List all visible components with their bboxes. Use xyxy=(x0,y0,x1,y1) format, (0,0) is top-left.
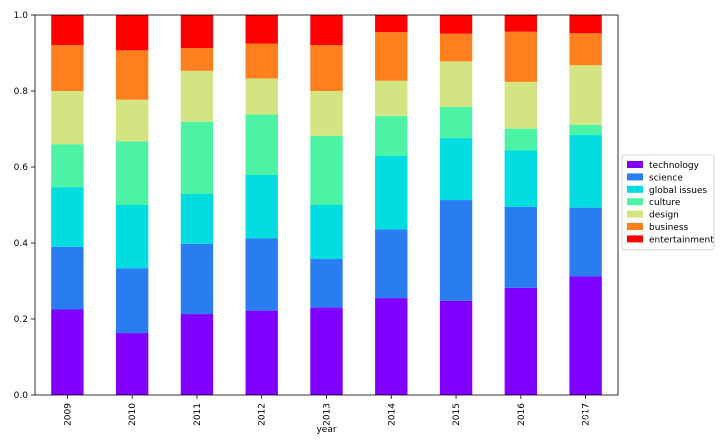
bar-culture-2017 xyxy=(569,124,602,136)
bar-technology-2011 xyxy=(180,314,214,395)
x-tick-label: 2013 xyxy=(323,403,333,426)
y-tick-label: 0.6 xyxy=(14,163,29,173)
bar-business-2011 xyxy=(180,48,214,71)
bar-technology-2012 xyxy=(245,310,278,395)
bar-global-issues-2009 xyxy=(51,187,84,247)
bar-business-2013 xyxy=(310,45,343,91)
y-tick-label: 0.0 xyxy=(14,391,29,401)
bar-technology-2010 xyxy=(115,333,149,395)
bar-science-2013 xyxy=(310,258,343,308)
bar-business-2015 xyxy=(439,33,473,62)
y-tick-label: 0.4 xyxy=(14,239,29,249)
bar-business-2014 xyxy=(375,32,408,81)
legend-swatch-business xyxy=(627,223,643,230)
bar-entertainment-2010 xyxy=(115,15,149,51)
bar-culture-2009 xyxy=(51,144,84,188)
x-axis-label: year xyxy=(316,425,336,435)
y-tick-label: 1.0 xyxy=(14,11,29,21)
bar-technology-2009 xyxy=(51,309,84,395)
y-tick-label: 0.8 xyxy=(14,87,29,97)
bar-science-2012 xyxy=(245,238,278,311)
bar-design-2017 xyxy=(569,65,602,125)
legend-box xyxy=(621,154,715,251)
bar-global-issues-2015 xyxy=(439,138,473,201)
legend-label-design: design xyxy=(649,211,679,221)
legend-label-science: science xyxy=(649,173,683,183)
bar-entertainment-2011 xyxy=(180,15,214,49)
bar-design-2010 xyxy=(115,99,149,142)
bar-design-2015 xyxy=(439,61,473,107)
bar-global-issues-2011 xyxy=(180,193,214,244)
legend: technology science global issues culture des… xyxy=(621,154,715,251)
bar-science-2014 xyxy=(375,229,408,299)
bar-entertainment-2014 xyxy=(375,15,408,33)
bar-global-issues-2016 xyxy=(504,150,538,207)
bar-culture-2011 xyxy=(180,121,214,194)
x-tick-label: 2009 xyxy=(63,403,73,426)
bar-technology-2014 xyxy=(375,298,408,395)
bar-entertainment-2012 xyxy=(245,15,278,44)
bar-design-2013 xyxy=(310,91,343,136)
legend-swatch-technology xyxy=(627,161,643,168)
bar-entertainment-2017 xyxy=(569,15,602,34)
legend-swatch-science xyxy=(627,173,643,181)
bar-culture-2012 xyxy=(245,114,278,175)
bar-global-issues-2014 xyxy=(375,155,408,230)
bar-culture-2016 xyxy=(504,128,538,151)
bars xyxy=(51,15,602,395)
bar-science-2010 xyxy=(115,268,149,334)
bar-design-2014 xyxy=(375,80,408,117)
bar-business-2012 xyxy=(245,43,278,79)
legend-label-technology: technology xyxy=(649,161,700,171)
legend-swatch-global-issues xyxy=(627,185,643,193)
bar-business-2017 xyxy=(569,33,602,66)
bar-technology-2015 xyxy=(439,300,473,395)
bar-culture-2015 xyxy=(439,106,473,139)
bar-technology-2016 xyxy=(504,287,538,395)
x-tick-label: 2010 xyxy=(128,403,138,426)
x-tick-label: 2016 xyxy=(517,403,527,426)
bar-global-issues-2012 xyxy=(245,174,278,239)
bar-entertainment-2013 xyxy=(310,15,343,46)
bar-global-issues-2017 xyxy=(569,135,602,208)
bar-global-issues-2010 xyxy=(115,205,149,269)
x-tick-label: 2017 xyxy=(582,403,592,426)
bar-global-issues-2013 xyxy=(310,205,343,259)
bar-design-2016 xyxy=(504,81,538,129)
bar-entertainment-2009 xyxy=(51,15,84,46)
legend-label-business: business xyxy=(649,223,689,233)
legend-swatch-culture xyxy=(627,198,643,206)
bar-science-2016 xyxy=(504,206,538,288)
legend-label-culture: culture xyxy=(649,198,681,208)
bar-business-2016 xyxy=(504,31,538,82)
x-tick-label: 2014 xyxy=(387,403,397,426)
bar-business-2009 xyxy=(51,45,84,91)
legend-swatch-design xyxy=(627,210,643,218)
legend-swatch-entertainment xyxy=(627,235,643,243)
bar-entertainment-2015 xyxy=(439,15,473,34)
bar-technology-2013 xyxy=(310,307,343,395)
axes: 0.0 0.2 0.4 0.6 0.8 1.0 2009 2010 2011 2012 2013 20… xyxy=(14,11,619,426)
bar-culture-2014 xyxy=(375,116,408,156)
bar-science-2009 xyxy=(51,246,84,310)
bar-science-2011 xyxy=(180,243,214,315)
bar-design-2011 xyxy=(180,70,214,122)
bar-science-2015 xyxy=(439,200,473,301)
bar-design-2012 xyxy=(245,78,278,115)
bar-entertainment-2016 xyxy=(504,15,538,32)
bar-business-2010 xyxy=(115,50,149,100)
bar-technology-2017 xyxy=(569,276,602,395)
bar-design-2009 xyxy=(51,91,84,145)
bar-culture-2013 xyxy=(310,135,343,205)
x-tick-label: 2011 xyxy=(193,403,203,426)
y-tick-label: 0.2 xyxy=(14,315,28,325)
bar-culture-2010 xyxy=(115,141,149,205)
watermark: 知乎 @一两资肉无 xyxy=(543,403,684,423)
legend-label-entertainment: entertainment xyxy=(649,235,714,245)
x-tick-label: 2012 xyxy=(258,403,268,426)
x-tick-label: 2015 xyxy=(452,403,462,426)
bar-science-2017 xyxy=(569,207,602,277)
legend-label-global-issues: global issues xyxy=(649,186,707,196)
